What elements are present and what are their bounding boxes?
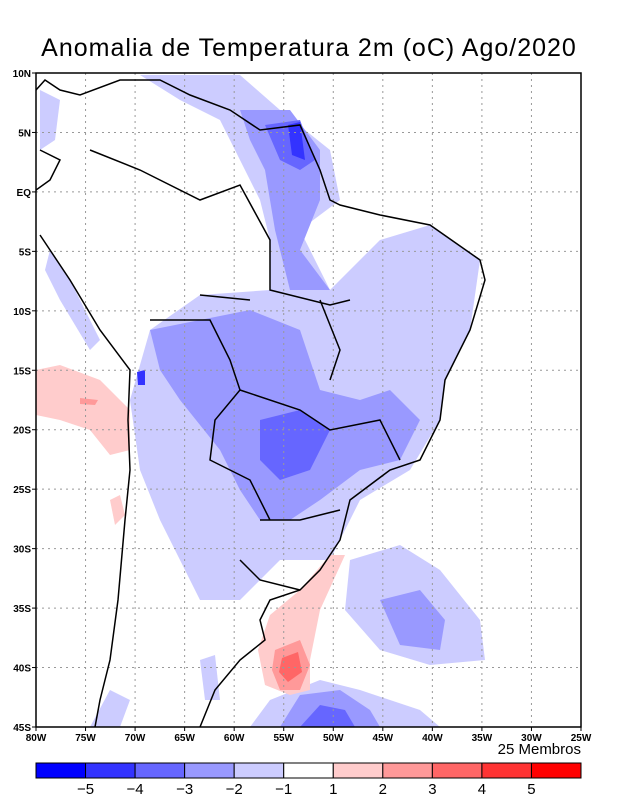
colorbar-swatch: [85, 762, 136, 779]
colorbar-swatch: [332, 762, 384, 779]
lat-label: 15S: [13, 366, 31, 377]
colorbar-label: −2: [226, 781, 243, 798]
colorbar-swatch: [134, 762, 186, 779]
colorbar-label: −5: [77, 781, 94, 798]
lon-label: 30W: [521, 733, 542, 744]
lon-label: 55W: [273, 733, 294, 744]
lat-label: 10S: [13, 307, 31, 318]
lon-label: 40W: [422, 733, 443, 744]
colorbar-label: 3: [428, 781, 436, 798]
lat-label: 5S: [19, 247, 32, 258]
lon-label: 35W: [472, 733, 493, 744]
members-label: 25 Membros: [497, 741, 581, 758]
lon-label: 75W: [75, 733, 96, 744]
colorbar-swatch: [35, 762, 87, 779]
colorbar-label: −1: [275, 781, 292, 798]
lon-label: 70W: [125, 733, 146, 744]
lat-label: 45S: [13, 723, 31, 734]
colorbar-label: −4: [127, 781, 144, 798]
coastline: [36, 79, 486, 727]
lon-label: 80W: [26, 733, 47, 744]
shading: [36, 75, 485, 727]
lon-label: 65W: [174, 733, 195, 744]
map-title: Anomalia de Temperatura 2m (oC) Ago/2020: [41, 34, 577, 62]
colorbar-label: −3: [176, 781, 193, 798]
colorbar-label: 1: [329, 781, 337, 798]
plot-frame: [35, 72, 582, 728]
colorbar-swatch: [283, 762, 334, 779]
lat-label: 25S: [13, 485, 31, 496]
colorbar-label: 4: [478, 781, 486, 798]
lon-label: 45W: [373, 733, 394, 744]
lat-label: 40S: [13, 664, 31, 675]
colorbar-label: 2: [379, 781, 387, 798]
colorbar-swatch: [382, 762, 433, 779]
lat-label: 10N: [13, 69, 31, 80]
colorbar-swatch: [233, 762, 285, 779]
colorbar-swatch: [481, 762, 532, 779]
colorbar-label: 5: [527, 781, 535, 798]
gridlines: [36, 73, 581, 727]
colorbar-swatch: [184, 762, 235, 779]
lat-label: 35S: [13, 604, 31, 615]
lon-label: 60W: [224, 733, 245, 744]
colorbar-swatch: [431, 762, 483, 779]
lon-label: 25W: [571, 733, 592, 744]
colorbar: −5 −4 −3 −2 −1 1 2 3 4 5: [35, 762, 582, 798]
lat-label: 20S: [13, 426, 31, 437]
lat-label: EQ: [17, 188, 32, 199]
lon-label: 50W: [323, 733, 344, 744]
lat-label: 5N: [18, 128, 31, 139]
colorbar-swatch: [530, 762, 582, 779]
lat-label: 30S: [13, 545, 31, 556]
